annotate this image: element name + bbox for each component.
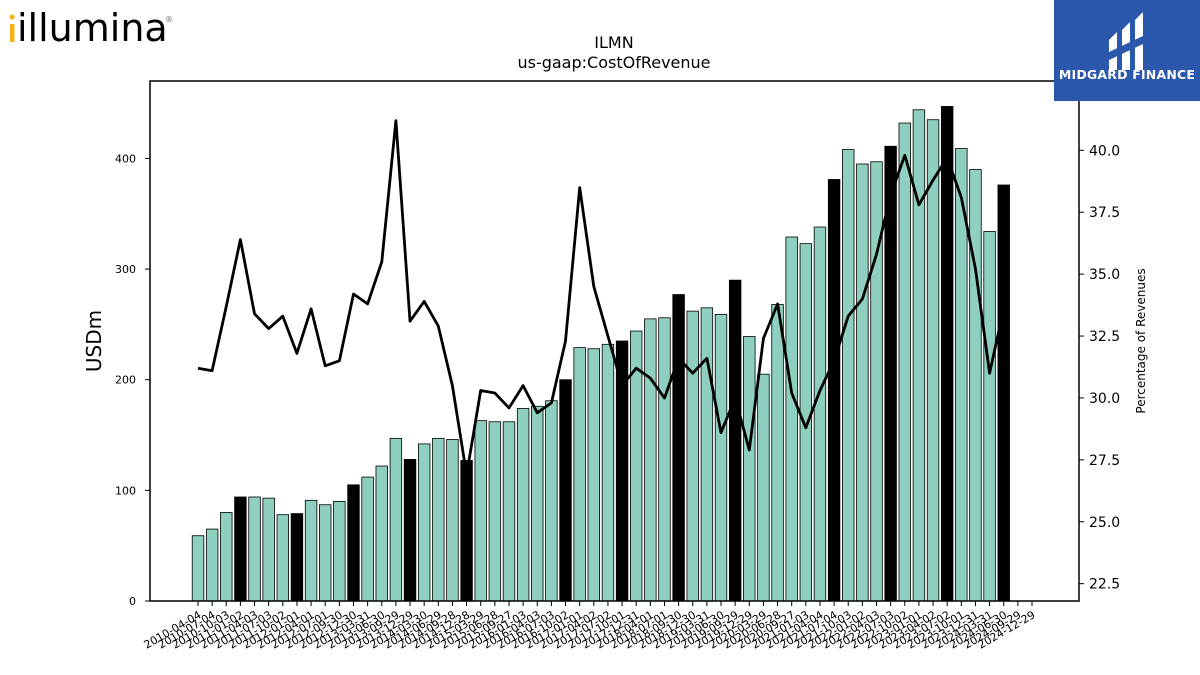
y-tick-label: 0 [129, 595, 136, 608]
bar-2022-10-02 [898, 122, 911, 602]
bar-2011-04-03 [248, 496, 261, 602]
bar-2014-12-28 [460, 460, 473, 602]
y2-tick-label: 27.5 [1089, 453, 1120, 469]
x-axis-ticks: 2010-04-042010-07-042010-10-032011-01-02… [142, 601, 1038, 652]
y-tick-label: 200 [115, 374, 136, 387]
bar-2010-07-04 [205, 528, 219, 602]
y2-tick-label: 22.5 [1089, 577, 1120, 593]
bar-2018-12-30 [686, 310, 699, 602]
y-axis-ticks: 0 100 200 300 400 [115, 152, 150, 608]
bar-2018-04-01 [644, 318, 657, 602]
bar-2016-10-02 [559, 379, 572, 602]
bar-2012-07-01 [319, 504, 332, 602]
y-tick-label: 100 [115, 484, 136, 497]
bar-2019-09-29 [728, 279, 742, 602]
bar-2020-09-27 [785, 236, 798, 602]
bar-2015-03-29 [474, 420, 487, 602]
y2-tick-label: 25.0 [1089, 515, 1120, 531]
bar-2015-09-27 [502, 421, 516, 602]
bar-2010-04-04 [191, 535, 205, 602]
bar-2024-06-30 [997, 184, 1010, 602]
midgard-emblem-icon [1109, 12, 1143, 70]
illumina-wordmark: illumina [17, 6, 168, 46]
illumina-logo: illumina ® [4, 2, 174, 50]
bar-2013-12-29 [403, 458, 417, 602]
plot-frame [149, 80, 1080, 602]
bar-2019-03-31 [700, 307, 714, 602]
bar-2019-12-29 [743, 336, 756, 602]
bar-2022-01-02 [856, 163, 869, 602]
logo-i-stem [10, 24, 15, 42]
y-tick-label: 400 [115, 152, 136, 165]
bar-2016-07-03 [545, 400, 558, 602]
bar-2023-07-02 [940, 106, 954, 602]
bar-2021-01-03 [799, 243, 813, 602]
y2-tick-label: 30.0 [1089, 391, 1120, 407]
bar-2018-09-30 [672, 294, 685, 602]
registered-mark: ® [165, 15, 173, 24]
bar-2016-04-03 [531, 405, 544, 602]
y2-tick-label: 35.0 [1089, 267, 1120, 283]
bar-2014-06-29 [432, 437, 445, 602]
bar-2014-09-28 [446, 439, 459, 602]
bar-series [191, 106, 1010, 602]
bar-2013-06-30 [375, 465, 388, 602]
bar-2023-12-31 [969, 169, 982, 602]
midgard-finance-logo: MIDGARD FINANCE [1054, 0, 1200, 101]
y-tick-label: 300 [115, 263, 136, 276]
bar-2017-04-02 [587, 348, 600, 602]
bar-2015-06-28 [488, 421, 502, 602]
y2-tick-label: 32.5 [1089, 329, 1120, 345]
bar-2012-09-30 [333, 501, 346, 602]
bar-2021-10-03 [842, 149, 855, 602]
bar-2014-03-30 [417, 443, 431, 602]
y2-tick-label: 40.0 [1089, 143, 1120, 159]
bar-2013-09-29 [389, 437, 403, 602]
bar-2022-04-03 [870, 161, 883, 602]
bar-2010-10-03 [220, 512, 233, 602]
bar-2023-04-02 [926, 119, 940, 602]
bar-2016-01-03 [516, 408, 530, 602]
y2-axis-ticks: 22.5 25.0 27.5 30.0 32.5 35.0 37.5 40.0 [1079, 143, 1120, 593]
y-axis-label: USDm [82, 310, 106, 372]
bar-2012-04-01 [304, 499, 318, 602]
bar-2012-01-01 [290, 513, 304, 602]
chart-title: ILMN [594, 33, 633, 52]
bar-2021-04-04 [813, 226, 827, 602]
y2-tick-label: 37.5 [1089, 205, 1120, 221]
bar-2017-07-02 [601, 343, 615, 602]
logo-i-dot [9, 14, 15, 20]
midgard-wordmark: MIDGARD FINANCE [1058, 67, 1196, 82]
bar-2013-03-31 [361, 476, 374, 602]
bar-2019-06-30 [714, 314, 728, 602]
bar-2017-01-01 [573, 347, 586, 602]
percentage-line [197, 119, 1006, 477]
bar-2024-03-31 [983, 231, 996, 602]
y2-axis-label: Percentage of Revenues [1134, 268, 1148, 413]
bar-2021-07-04 [827, 179, 841, 602]
bar-2020-03-29 [757, 373, 770, 602]
bar-2011-07-03 [262, 497, 275, 602]
chart-subtitle: us-gaap:CostOfRevenue [517, 53, 710, 72]
bar-2023-01-01 [912, 109, 926, 602]
bar-2011-10-02 [276, 514, 290, 602]
bar-2020-06-28 [771, 304, 784, 602]
bar-2012-12-30 [347, 484, 360, 602]
bar-2011-01-02 [234, 496, 247, 602]
bar-2018-07-01 [658, 317, 671, 602]
